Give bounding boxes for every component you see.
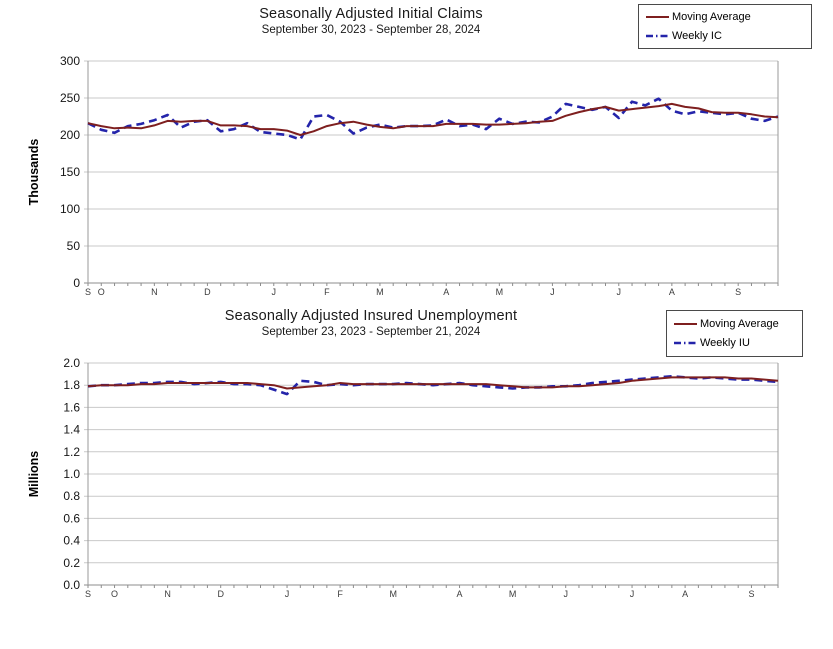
y-tick-label: 150	[60, 165, 80, 179]
y-tick-label: 0.6	[63, 511, 80, 525]
y-tick-label: 0.8	[63, 489, 80, 503]
y-tick-label: 50	[67, 239, 81, 253]
legend-label-weekly-iu: Weekly IU	[700, 337, 750, 350]
x-month-label: M	[496, 287, 504, 297]
y-tick-label: 300	[60, 54, 80, 68]
x-month-label: F	[324, 287, 330, 297]
x-month-label: J	[630, 589, 635, 599]
legend-label-moving-average-2: Moving Average	[700, 317, 779, 330]
x-month-label: A	[682, 589, 688, 599]
y-tick-label: 200	[60, 128, 80, 142]
x-month-label: J	[272, 287, 277, 297]
y-tick-label: 1.6	[63, 400, 80, 414]
legend-item-moving-average: Moving Average	[644, 11, 806, 23]
y-tick-label: 0.4	[63, 534, 80, 548]
legend-item-weekly-ic: Weekly IC	[644, 30, 806, 42]
x-month-label: M	[376, 287, 384, 297]
insured-unemployment-legend: Moving Average Weekly IU	[666, 310, 803, 357]
moving-average-series-line	[87, 376, 779, 390]
x-month-label: M	[509, 589, 517, 599]
y-tick-label: 1.4	[63, 423, 80, 437]
x-month-label: D	[217, 589, 224, 599]
y-tick-label: 2.0	[63, 356, 80, 370]
x-month-label: A	[457, 589, 463, 599]
y-tick-label: 1.2	[63, 445, 80, 459]
weekly-dashed-line-icon	[674, 342, 697, 345]
x-month-label: O	[98, 287, 105, 297]
x-month-label: A	[669, 287, 675, 297]
moving-average-series-line	[87, 102, 779, 136]
legend-label-moving-average: Moving Average	[672, 11, 751, 24]
legend-label-weekly-ic: Weekly IC	[672, 29, 722, 42]
initial-claims-subtitle: September 30, 2023 - September 28, 2024	[261, 24, 481, 36]
moving-average-line-icon	[646, 16, 669, 19]
initial-claims-title: Seasonally Adjusted Initial Claims	[259, 6, 483, 22]
x-month-label: A	[443, 287, 449, 297]
y-tick-label: 1.0	[63, 467, 80, 481]
weekly-dashed-line-icon	[646, 34, 669, 37]
x-month-label: O	[111, 589, 118, 599]
legend-item-moving-average-2: Moving Average	[672, 318, 797, 330]
legend-item-weekly-iu: Weekly IU	[672, 337, 797, 349]
y-tick-label: 100	[60, 202, 80, 216]
y-tick-label: 1.8	[63, 378, 80, 392]
y-tick-label: 250	[60, 91, 80, 105]
weekly-series-line	[87, 374, 779, 396]
x-month-label: J	[563, 589, 568, 599]
x-month-label: N	[151, 287, 158, 297]
y-tick-label: 0	[73, 276, 80, 290]
y-tick-label: 0.0	[63, 578, 80, 592]
x-month-label: D	[204, 287, 211, 297]
y-axis-title: Thousands	[27, 139, 41, 206]
moving-average-line-icon	[674, 322, 697, 325]
insured-unemployment-title: Seasonally Adjusted Insured Unemployment	[224, 308, 518, 324]
x-month-label: S	[85, 589, 91, 599]
x-month-label: M	[389, 589, 397, 599]
x-month-label: J	[285, 589, 290, 599]
insured-unemployment-subtitle: September 23, 2023 - September 21, 2024	[261, 326, 481, 338]
x-month-label: J	[617, 287, 622, 297]
y-axis-title: Millions	[27, 451, 41, 498]
x-month-label: J	[550, 287, 555, 297]
x-month-label: N	[164, 589, 171, 599]
x-month-label: S	[735, 287, 741, 297]
x-month-label: S	[85, 287, 91, 297]
initial-claims-legend: Moving Average Weekly IC	[638, 4, 812, 49]
y-tick-label: 0.2	[63, 556, 80, 570]
x-month-label: S	[748, 589, 754, 599]
insured-unemployment-plot: 2.0 1.8 1.6 1.4 1.2 1.0 0.8 0.6 0.4 0.2 0.0 S O N D J F M…	[27, 356, 779, 599]
x-month-label: F	[337, 589, 343, 599]
